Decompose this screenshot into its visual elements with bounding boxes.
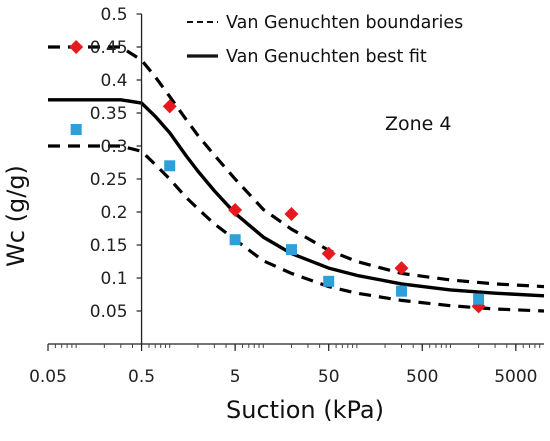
best-fit-curve [48, 98, 545, 298]
diamond-marker [69, 40, 84, 54]
diamond-marker [228, 203, 243, 218]
y-tick-label: 0.15 [90, 236, 128, 256]
legend: Van Genuchten boundaries Van Genuchten b… [187, 13, 463, 67]
x-tick-label: 0.05 [29, 367, 67, 387]
y-tick-label: 0.05 [90, 302, 128, 322]
y-tick-layer: 0.05 0.1 0.15 0.2 0.25 0.3 0.35 0.4 0.45 0.5 [90, 5, 142, 322]
y-tick-label: 0.4 [101, 71, 128, 91]
diamond-marker [321, 246, 336, 261]
square-marker [396, 285, 408, 297]
square-marker [323, 275, 335, 287]
diamond-marker [162, 99, 177, 114]
square-marker [229, 234, 241, 246]
square-marker [473, 293, 485, 305]
y-tick-label: 0.2 [101, 203, 128, 223]
x-tick-label: 50 [318, 367, 340, 387]
x-tick-label: 5000 [494, 367, 537, 387]
legend-label-boundaries: Van Genuchten boundaries [226, 13, 463, 33]
square-marker [285, 244, 297, 256]
y-tick-label: 0.5 [101, 5, 128, 25]
x-tick-label: 0.5 [128, 367, 155, 387]
x-tick-layer: 0.05 0.5 5 50 500 5000 [29, 344, 541, 387]
y-tick-label: 0.45 [90, 38, 128, 58]
x-tick-label: 5 [230, 367, 241, 387]
square-marker [164, 160, 176, 172]
x-axis-title: Suction (kPa) [226, 396, 384, 424]
y-axis-title: Wc (g/g) [2, 165, 30, 267]
zone-annotation: Zone 4 [385, 113, 452, 135]
marker-layer [69, 40, 486, 314]
y-tick-label: 0.3 [101, 137, 128, 157]
diamond-marker [284, 206, 299, 221]
diamond-marker [394, 261, 409, 276]
boundary-curve [48, 45, 545, 289]
y-tick-label: 0.35 [90, 104, 128, 124]
legend-label-best-fit: Van Genuchten best fit [226, 47, 427, 67]
square-marker [70, 124, 82, 135]
y-tick-label: 0.25 [90, 170, 128, 190]
x-tick-label: 500 [406, 367, 438, 387]
y-tick-label: 0.1 [101, 269, 128, 289]
